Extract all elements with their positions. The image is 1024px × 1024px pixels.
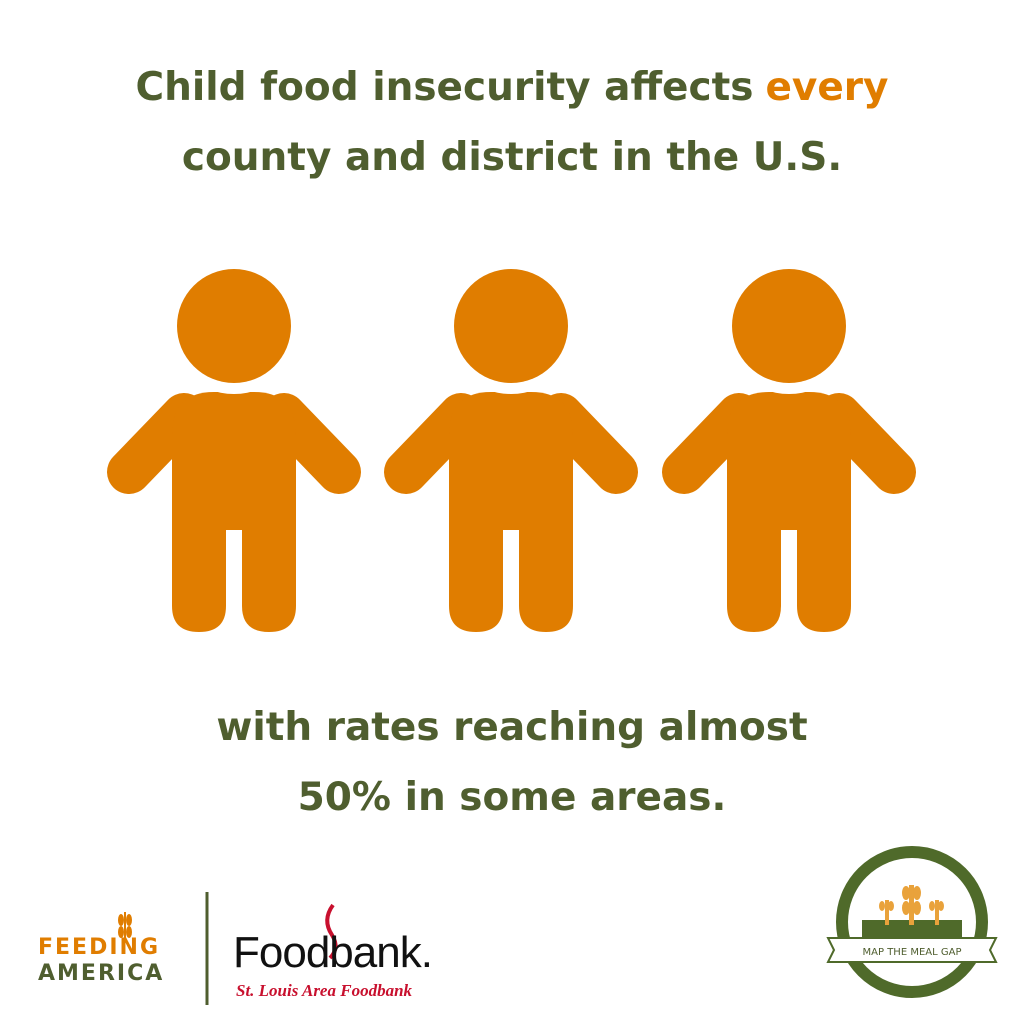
logo-text: Foodbank. [233, 928, 432, 977]
logo-text: FEEDING [38, 935, 160, 960]
foodbank-logo: Foodbank. St. Louis Area Foodbank [233, 903, 433, 1000]
headline-line2: county and district in the U.S. [182, 135, 842, 180]
headline-highlight: every [765, 65, 888, 110]
logo-text: MAP THE MEAL GAP [863, 947, 962, 958]
logo-text: AMERICA [38, 961, 164, 986]
logo-text: St. Louis Area Foodbank [236, 981, 413, 1000]
headline-text: Child food insecurity affects [136, 65, 754, 110]
feeding-america-logo: FEEDING AMERICA [38, 912, 164, 986]
subtext-line1: with rates reaching almost [216, 705, 807, 750]
map-the-meal-gap-logo: MAP THE MEAL GAP [826, 846, 998, 998]
subtext-line2: 50% in some areas. [298, 775, 727, 820]
headline-line1: Child food insecurity affects every [136, 65, 889, 110]
